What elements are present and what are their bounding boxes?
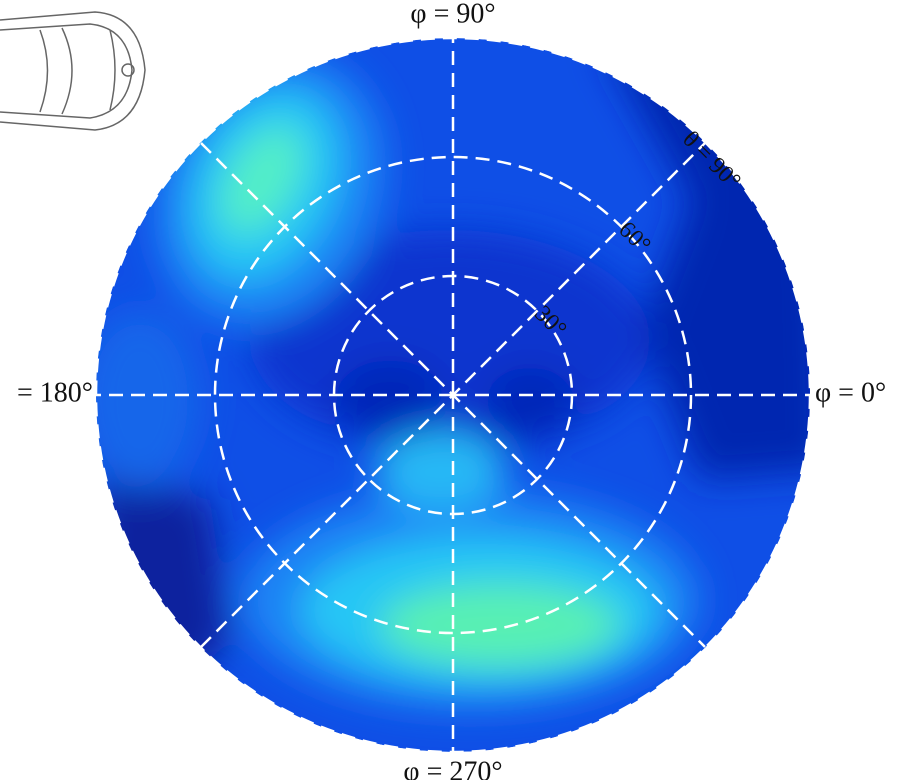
grid <box>94 36 812 754</box>
phi-tick-label: φ = 270° <box>403 756 502 780</box>
contour-field <box>96 38 810 752</box>
car-icon <box>0 11 146 131</box>
phi-tick-label: = 180° <box>17 377 93 408</box>
phi-tick-label: φ = 90° <box>410 0 495 29</box>
ring-grid-line <box>213 155 693 635</box>
phi-tick-label: φ = 0° <box>815 377 886 408</box>
